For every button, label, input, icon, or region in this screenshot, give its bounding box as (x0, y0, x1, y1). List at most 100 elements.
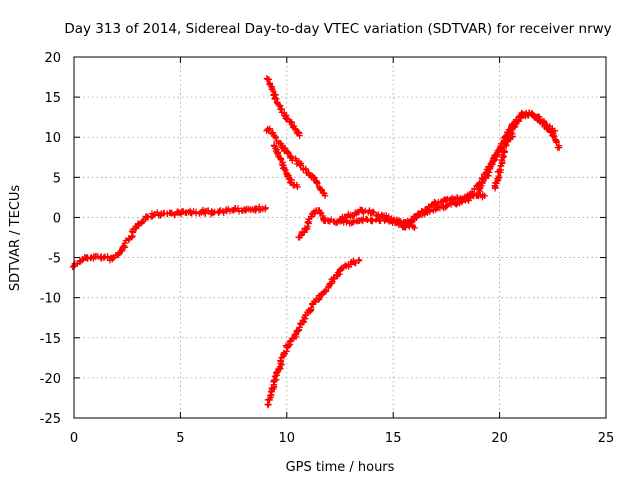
data-point (517, 113, 525, 120)
data-point (151, 211, 159, 218)
data-point (315, 294, 322, 301)
data-point (358, 207, 365, 214)
data-point (309, 210, 316, 217)
data-point (230, 207, 237, 214)
y-tick-label: 20 (44, 51, 61, 66)
data-point (168, 210, 176, 217)
data-point (279, 143, 286, 151)
y-tick-label: 0 (53, 211, 61, 226)
data-point (330, 218, 337, 225)
series-track-1 (69, 203, 269, 271)
data-point (109, 255, 116, 263)
data-point (475, 192, 482, 199)
data-point (321, 192, 329, 199)
data-point (368, 209, 376, 216)
data-point (270, 132, 278, 139)
y-tick-label: 15 (44, 91, 61, 106)
data-point (355, 217, 363, 224)
data-point (100, 254, 107, 261)
data-point (289, 124, 297, 131)
data-point (264, 401, 271, 408)
data-point (492, 183, 499, 191)
data-point (296, 132, 303, 139)
data-point (368, 216, 376, 224)
data-point (294, 183, 301, 191)
data-point (283, 344, 290, 351)
data-point (219, 207, 227, 215)
data-point (241, 206, 248, 213)
y-axis-title: SDTVAR / TECUs (8, 185, 23, 292)
series-track-10 (491, 130, 516, 192)
chart-title: Day 313 of 2014, Sidereal Day-to-day VTE… (64, 21, 611, 37)
data-point (262, 204, 269, 212)
plus-markers (476, 109, 557, 195)
data-point (187, 209, 195, 216)
data-point (492, 153, 499, 160)
data-point (294, 328, 301, 335)
data-point (504, 136, 512, 143)
data-point (177, 209, 184, 216)
tick-labels: 0 5 10 15 20 25 -25 -20 -15 -10 -5 0 5 10 15 20 (40, 51, 615, 446)
data-point (551, 127, 559, 135)
data-point (432, 206, 439, 213)
data-point (270, 142, 278, 149)
data-point (304, 169, 312, 176)
data-point (277, 105, 284, 113)
data-point (390, 216, 397, 224)
y-tick-label: -5 (48, 252, 61, 267)
grid (74, 57, 606, 418)
data-point (126, 235, 133, 242)
x-axis-title: GPS time / hours (286, 460, 395, 475)
data-point (534, 113, 542, 121)
data-point (198, 208, 205, 216)
data-point (481, 192, 488, 199)
data-point (347, 211, 354, 219)
data-point (83, 254, 90, 261)
series-track-2 (263, 75, 303, 139)
data-point (313, 178, 320, 186)
data-point (526, 109, 533, 117)
data-point (336, 267, 344, 274)
y-tick-label: -15 (40, 332, 61, 347)
data-point (296, 234, 303, 241)
data-point (443, 202, 450, 209)
data-point (475, 186, 482, 193)
y-tick-label: -20 (40, 372, 61, 387)
series-track-8 (400, 109, 563, 231)
y-tick-label: 10 (44, 131, 61, 146)
data-point (264, 76, 271, 83)
y-tick-label: -25 (40, 412, 61, 427)
data-point (400, 222, 408, 229)
data-point (483, 172, 491, 179)
data-point (321, 217, 329, 224)
data-point (496, 166, 503, 174)
data-point (464, 195, 471, 203)
x-tick-label: 20 (491, 431, 508, 446)
data-point (268, 386, 276, 394)
data-point (543, 121, 550, 129)
data-point (336, 215, 344, 223)
data-point (209, 209, 216, 216)
x-tick-label: 15 (385, 431, 402, 446)
data-point (379, 212, 386, 220)
data-point (302, 226, 310, 233)
data-point (279, 159, 286, 167)
data-point (283, 170, 290, 178)
data-point (500, 148, 508, 155)
data-point (117, 247, 125, 255)
y-tick-label: 5 (53, 171, 61, 186)
x-tick-label: 0 (70, 431, 78, 446)
data-point (509, 130, 516, 138)
x-tick-label: 10 (279, 431, 296, 446)
data-point (411, 213, 418, 220)
data-point (355, 256, 363, 264)
data-point (453, 199, 461, 207)
series-track-9 (475, 109, 559, 195)
data-point (326, 281, 333, 289)
data-point (143, 214, 150, 221)
data-point (315, 207, 322, 214)
data-point (270, 91, 278, 98)
data-point (411, 224, 418, 232)
data-point (275, 366, 282, 374)
